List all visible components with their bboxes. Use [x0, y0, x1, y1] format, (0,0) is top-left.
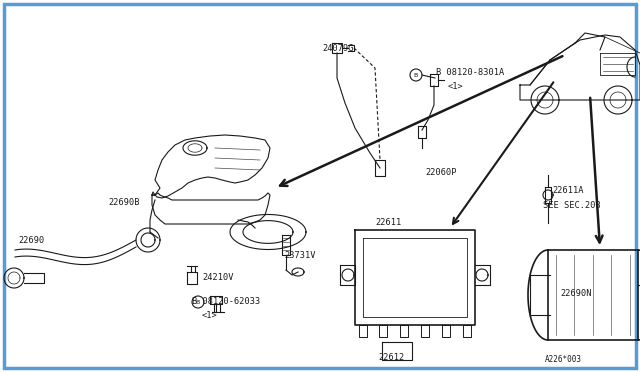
Text: 24210V: 24210V	[202, 273, 234, 282]
Text: 24079G: 24079G	[322, 44, 353, 52]
Text: <1>: <1>	[202, 311, 218, 321]
Text: 23731V: 23731V	[284, 250, 316, 260]
Text: <1>: <1>	[448, 81, 464, 90]
Text: SEE SEC.208: SEE SEC.208	[543, 201, 601, 209]
Text: 22690B: 22690B	[108, 198, 140, 206]
Text: A226*003: A226*003	[545, 356, 582, 365]
Text: 22612: 22612	[378, 353, 404, 362]
Text: 22611: 22611	[375, 218, 401, 227]
Text: B 08120-8301A: B 08120-8301A	[436, 67, 504, 77]
Text: B: B	[414, 73, 418, 77]
Text: 22060P: 22060P	[425, 167, 456, 176]
Text: B 08120-62033: B 08120-62033	[192, 298, 260, 307]
Text: 22690N: 22690N	[560, 289, 591, 298]
Text: B: B	[196, 299, 200, 305]
Text: 22611A: 22611A	[552, 186, 584, 195]
Text: 22690: 22690	[18, 235, 44, 244]
